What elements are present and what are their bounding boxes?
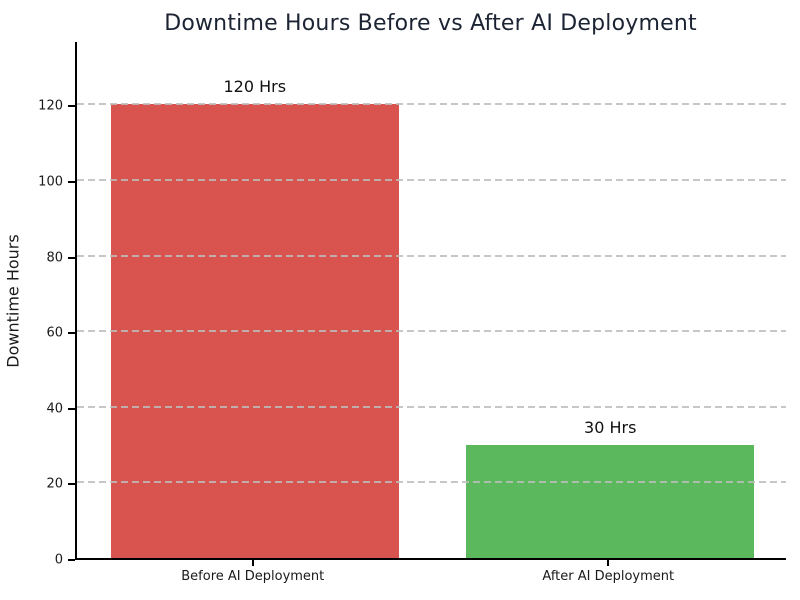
chart-title: Downtime Hours Before vs After AI Deploy…	[164, 11, 697, 36]
y-tick-label-120: 120	[38, 98, 63, 114]
y-tick-mark	[68, 332, 75, 335]
gridline-y-80	[77, 254, 786, 257]
bar-value-label: 120 Hrs	[223, 77, 287, 97]
bar-value-label: 30 Hrs	[584, 417, 637, 437]
gridline-y-100	[77, 178, 786, 181]
y-tick-mark	[68, 105, 75, 108]
y-tick-mark	[68, 407, 75, 410]
gridline-y-20	[77, 481, 786, 484]
gridline-y-120	[77, 103, 786, 106]
y-tick-label-80: 80	[46, 250, 63, 266]
gridline-y-40	[77, 405, 786, 408]
y-tick-mark	[68, 180, 75, 183]
y-tick-label-0: 0	[54, 552, 63, 568]
y-tick-label-40: 40	[46, 401, 63, 417]
gridline-y-60	[77, 330, 786, 333]
y-tick-label-100: 100	[38, 174, 63, 190]
bar-after-ai-deployment	[466, 444, 755, 558]
x-tick-mark	[251, 560, 254, 566]
x-tick-mark	[607, 560, 610, 566]
y-tick-mark	[68, 256, 75, 259]
y-tick-label-20: 20	[46, 476, 63, 492]
x-tick-label-after-ai-deployment: After AI Deployment	[542, 569, 675, 584]
plot-area: 120 Hrs 30 Hrs	[75, 42, 786, 560]
y-tick-mark	[68, 483, 75, 486]
y-tick-mark	[68, 559, 75, 561]
value-labels-layer: 120 Hrs 30 Hrs	[77, 42, 786, 558]
y-tick-label-60: 60	[46, 325, 63, 341]
x-tick-label-before-ai-deployment: Before AI Deployment	[181, 569, 325, 584]
grid-layer	[77, 42, 786, 558]
